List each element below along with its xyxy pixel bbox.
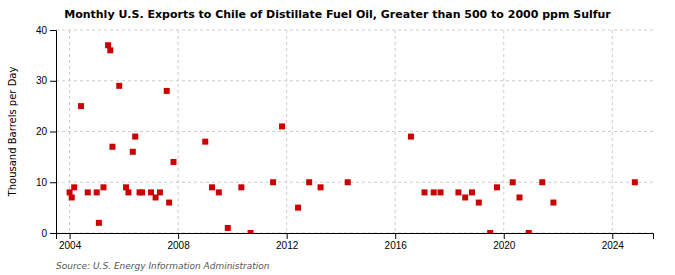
tick-label: 40 (36, 25, 48, 36)
point (166, 200, 172, 206)
tick: 30 (36, 75, 56, 86)
tick-label: 2004 (59, 240, 82, 251)
point (408, 134, 414, 140)
point (125, 189, 131, 195)
point (238, 184, 244, 190)
tick: 2020 (493, 233, 516, 251)
point (78, 103, 84, 109)
point (526, 230, 532, 233)
point (345, 179, 351, 185)
point (539, 179, 545, 185)
point (438, 189, 444, 195)
grid-line (56, 30, 653, 31)
point (225, 225, 231, 231)
point (632, 179, 638, 185)
point (279, 123, 285, 129)
point (209, 184, 215, 190)
tick-mark (70, 233, 71, 239)
point (295, 205, 301, 211)
point (107, 47, 113, 53)
point (164, 88, 170, 94)
tick-label: 0 (41, 228, 47, 239)
point (100, 184, 106, 190)
point (510, 179, 516, 185)
tick-label: 2016 (385, 240, 408, 251)
point (130, 149, 136, 155)
tick-label: 30 (36, 75, 48, 86)
point (422, 189, 428, 195)
grid (56, 30, 653, 233)
annotation: Source: U.S. Energy Information Administ… (56, 261, 270, 271)
tick-label: 2008 (167, 240, 190, 251)
plot-area: 2004 2008 2012 2016 2020 2024 0 10 20 30 40 (36, 25, 654, 251)
point (139, 189, 145, 195)
tick-mark (50, 182, 56, 183)
point (116, 83, 122, 89)
tick-mark (178, 233, 179, 239)
points (67, 42, 638, 233)
tick-mark (395, 233, 396, 239)
chart: 2004 2008 2012 2016 2020 2024 0 10 20 30 40 Monthly… (0, 0, 675, 275)
tick-mark (50, 233, 56, 234)
point (455, 189, 461, 195)
tick-mark (50, 132, 56, 133)
grid-line (612, 30, 613, 233)
tick: 10 (36, 177, 56, 188)
x-axis: 2004 2008 2012 2016 2020 2024 (57, 233, 654, 251)
point (96, 220, 102, 226)
grid-line (503, 30, 504, 233)
point (494, 184, 500, 190)
point (109, 144, 115, 150)
point (69, 194, 75, 200)
point (171, 159, 177, 165)
tick: 2024 (602, 233, 625, 251)
point (202, 139, 208, 145)
grid-line (56, 131, 653, 132)
point (85, 189, 91, 195)
tick: 2004 (59, 233, 82, 251)
tick-mark (287, 233, 288, 239)
grid-line (56, 80, 653, 81)
point (216, 189, 222, 195)
point (516, 194, 522, 200)
point (487, 230, 493, 233)
tick-mark (50, 30, 56, 31)
point (318, 184, 324, 190)
point (71, 184, 77, 190)
grid-line (56, 182, 653, 183)
tick-label: 2020 (493, 240, 516, 251)
y-axis-title: Thousand Barrels per Day (7, 67, 18, 198)
point (476, 200, 482, 206)
axis-line (57, 234, 654, 240)
point (469, 189, 475, 195)
point (157, 189, 163, 195)
point (270, 179, 276, 185)
axis-line (50, 31, 57, 234)
point (462, 194, 468, 200)
tick: 2008 (167, 233, 190, 251)
title: Monthly U.S. Exports to Chile of Distill… (64, 8, 611, 21)
tick-label: 2012 (276, 240, 299, 251)
tick: 2016 (385, 233, 408, 251)
tick: 20 (36, 126, 56, 137)
tick: 40 (36, 25, 56, 36)
y-axis: 0 10 20 30 40 (36, 25, 57, 239)
tick: 2012 (276, 233, 299, 251)
tick: 0 (41, 228, 56, 239)
point (248, 230, 254, 233)
point (550, 200, 556, 206)
point (431, 189, 437, 195)
tick-mark (50, 81, 56, 82)
point (306, 179, 312, 185)
tick-label: 10 (36, 177, 48, 188)
tick-mark (504, 233, 505, 239)
point (132, 134, 138, 140)
point (94, 189, 100, 195)
tick-label: 20 (36, 126, 48, 137)
tick-mark (612, 233, 613, 239)
tick-label: 2024 (602, 240, 625, 251)
